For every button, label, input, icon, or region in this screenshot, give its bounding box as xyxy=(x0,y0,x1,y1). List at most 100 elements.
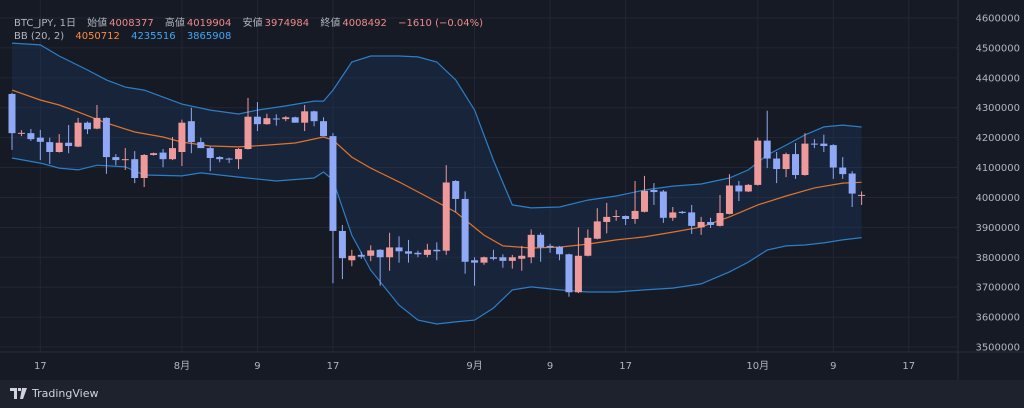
bollinger-lower-line xyxy=(11,157,862,325)
candle-body-up xyxy=(74,122,82,147)
candle-body-down xyxy=(565,254,573,293)
time-axis[interactable]: 17 8月 9 17 9月 9 17 10月 9 17 xyxy=(34,360,915,372)
candle-body-up xyxy=(603,216,611,222)
time-tick-label: 9 xyxy=(547,361,553,372)
candle-body-down xyxy=(707,221,715,225)
candle-body-down xyxy=(659,191,667,218)
candle-body-down xyxy=(320,121,328,137)
high-value: 4019904 xyxy=(186,18,232,29)
bollinger-fill xyxy=(12,43,862,324)
candle-body-down xyxy=(763,140,771,159)
candle-body-up xyxy=(858,194,866,196)
candle-body-up xyxy=(669,212,677,218)
candle-body-down xyxy=(112,157,120,161)
open-value: 4008377 xyxy=(109,18,154,29)
price-tick-label: 3500000 xyxy=(975,343,1020,354)
candle-body-down xyxy=(84,122,92,130)
candle-body-up xyxy=(631,210,639,219)
candle-body-down xyxy=(678,211,686,214)
candle-body-down xyxy=(376,249,384,258)
candle-body-up xyxy=(282,117,290,120)
time-tick-label: 10月 xyxy=(746,360,769,372)
open-label: 始値 xyxy=(87,18,108,29)
price-tick-label: 4000000 xyxy=(975,193,1020,204)
price-tick-label: 4200000 xyxy=(975,133,1020,144)
price-tick-label: 3800000 xyxy=(975,253,1020,264)
price-tick-label: 3900000 xyxy=(975,223,1020,234)
candle-body-up xyxy=(55,142,63,152)
candle-body-down xyxy=(404,251,412,254)
time-tick-label: 17 xyxy=(34,361,47,372)
time-tick-label: 17 xyxy=(327,361,340,372)
candle-body-up xyxy=(301,111,309,123)
tradingview-logo-icon xyxy=(10,388,27,399)
candle-body-down xyxy=(471,260,479,263)
candle-body-down xyxy=(461,198,469,262)
candle-body-down xyxy=(735,185,743,192)
time-tick-label: 17 xyxy=(902,361,915,372)
candle-body-down xyxy=(537,234,545,248)
candle-body-down xyxy=(272,118,280,120)
time-tick-label: 9月 xyxy=(466,360,482,372)
bollinger-upper-line xyxy=(11,42,862,209)
low-value: 3974984 xyxy=(264,18,310,29)
candle-body-up xyxy=(235,149,243,160)
candle-body-up xyxy=(93,117,101,129)
candle-body-up xyxy=(178,122,186,152)
candle-body-up xyxy=(697,221,705,228)
candle-body-up xyxy=(367,250,375,256)
candle-body-down xyxy=(357,254,365,257)
bb-basis-value: 4050712 xyxy=(75,31,120,42)
candle-body-down xyxy=(253,116,261,125)
candle-body-up xyxy=(423,249,431,255)
bollinger-band-fill xyxy=(12,43,862,324)
candle-body-down xyxy=(395,247,403,252)
close-label: 終値 xyxy=(320,18,341,29)
candles xyxy=(8,92,866,297)
candle-body-up xyxy=(584,237,592,256)
candle-body-down xyxy=(820,143,828,147)
candle-body-down xyxy=(433,249,441,252)
time-tick-label: 9 xyxy=(254,361,260,372)
candle-body-up xyxy=(508,257,516,261)
price-axis[interactable]: 4600000 4500000 4400000 4300000 4200000 41000… xyxy=(975,14,1020,354)
candle-body-down xyxy=(329,136,337,231)
bollinger-lines xyxy=(11,42,862,325)
bb-upper-value: 4235516 xyxy=(131,31,176,42)
candle-body-up xyxy=(263,118,271,125)
candle-body-up xyxy=(140,154,148,179)
price-tick-label: 4500000 xyxy=(975,43,1020,54)
candle-body-down xyxy=(839,167,847,175)
candle-body-down xyxy=(8,93,16,134)
candle-body-up xyxy=(121,159,129,161)
candle-body-down xyxy=(792,154,800,176)
candle-body-up xyxy=(716,213,724,226)
logo-text: TradingView xyxy=(32,387,99,400)
change-value: −1610 (−0.04%) xyxy=(398,18,484,29)
candle-body-down xyxy=(291,117,299,123)
candle-body-down xyxy=(414,252,422,255)
high-label: 高値 xyxy=(164,18,185,29)
price-tick-label: 3700000 xyxy=(975,283,1020,294)
chart-background xyxy=(0,0,1024,380)
candle-body-down xyxy=(489,257,497,259)
bb-label[interactable]: BB (20, 2) xyxy=(14,31,65,42)
candle-body-down xyxy=(848,173,856,194)
candle-body-up xyxy=(754,140,762,185)
candle-body-up xyxy=(574,255,582,293)
symbol-label[interactable]: BTC_JPY, 1日 xyxy=(14,18,76,29)
candle-body-up xyxy=(593,221,601,239)
candle-body-down xyxy=(452,181,460,199)
candle-body-down xyxy=(102,117,110,158)
time-tick-label: 17 xyxy=(619,361,632,372)
candle-body-down xyxy=(546,245,554,248)
candle-body-up xyxy=(244,116,252,150)
tradingview-logo[interactable]: TradingView xyxy=(10,387,98,400)
candle-body-up xyxy=(612,215,620,217)
price-tick-label: 4100000 xyxy=(975,163,1020,174)
candle-body-down xyxy=(36,137,44,142)
candle-body-down xyxy=(187,121,195,143)
candle-body-up xyxy=(348,255,356,261)
candle-body-up xyxy=(744,184,752,192)
